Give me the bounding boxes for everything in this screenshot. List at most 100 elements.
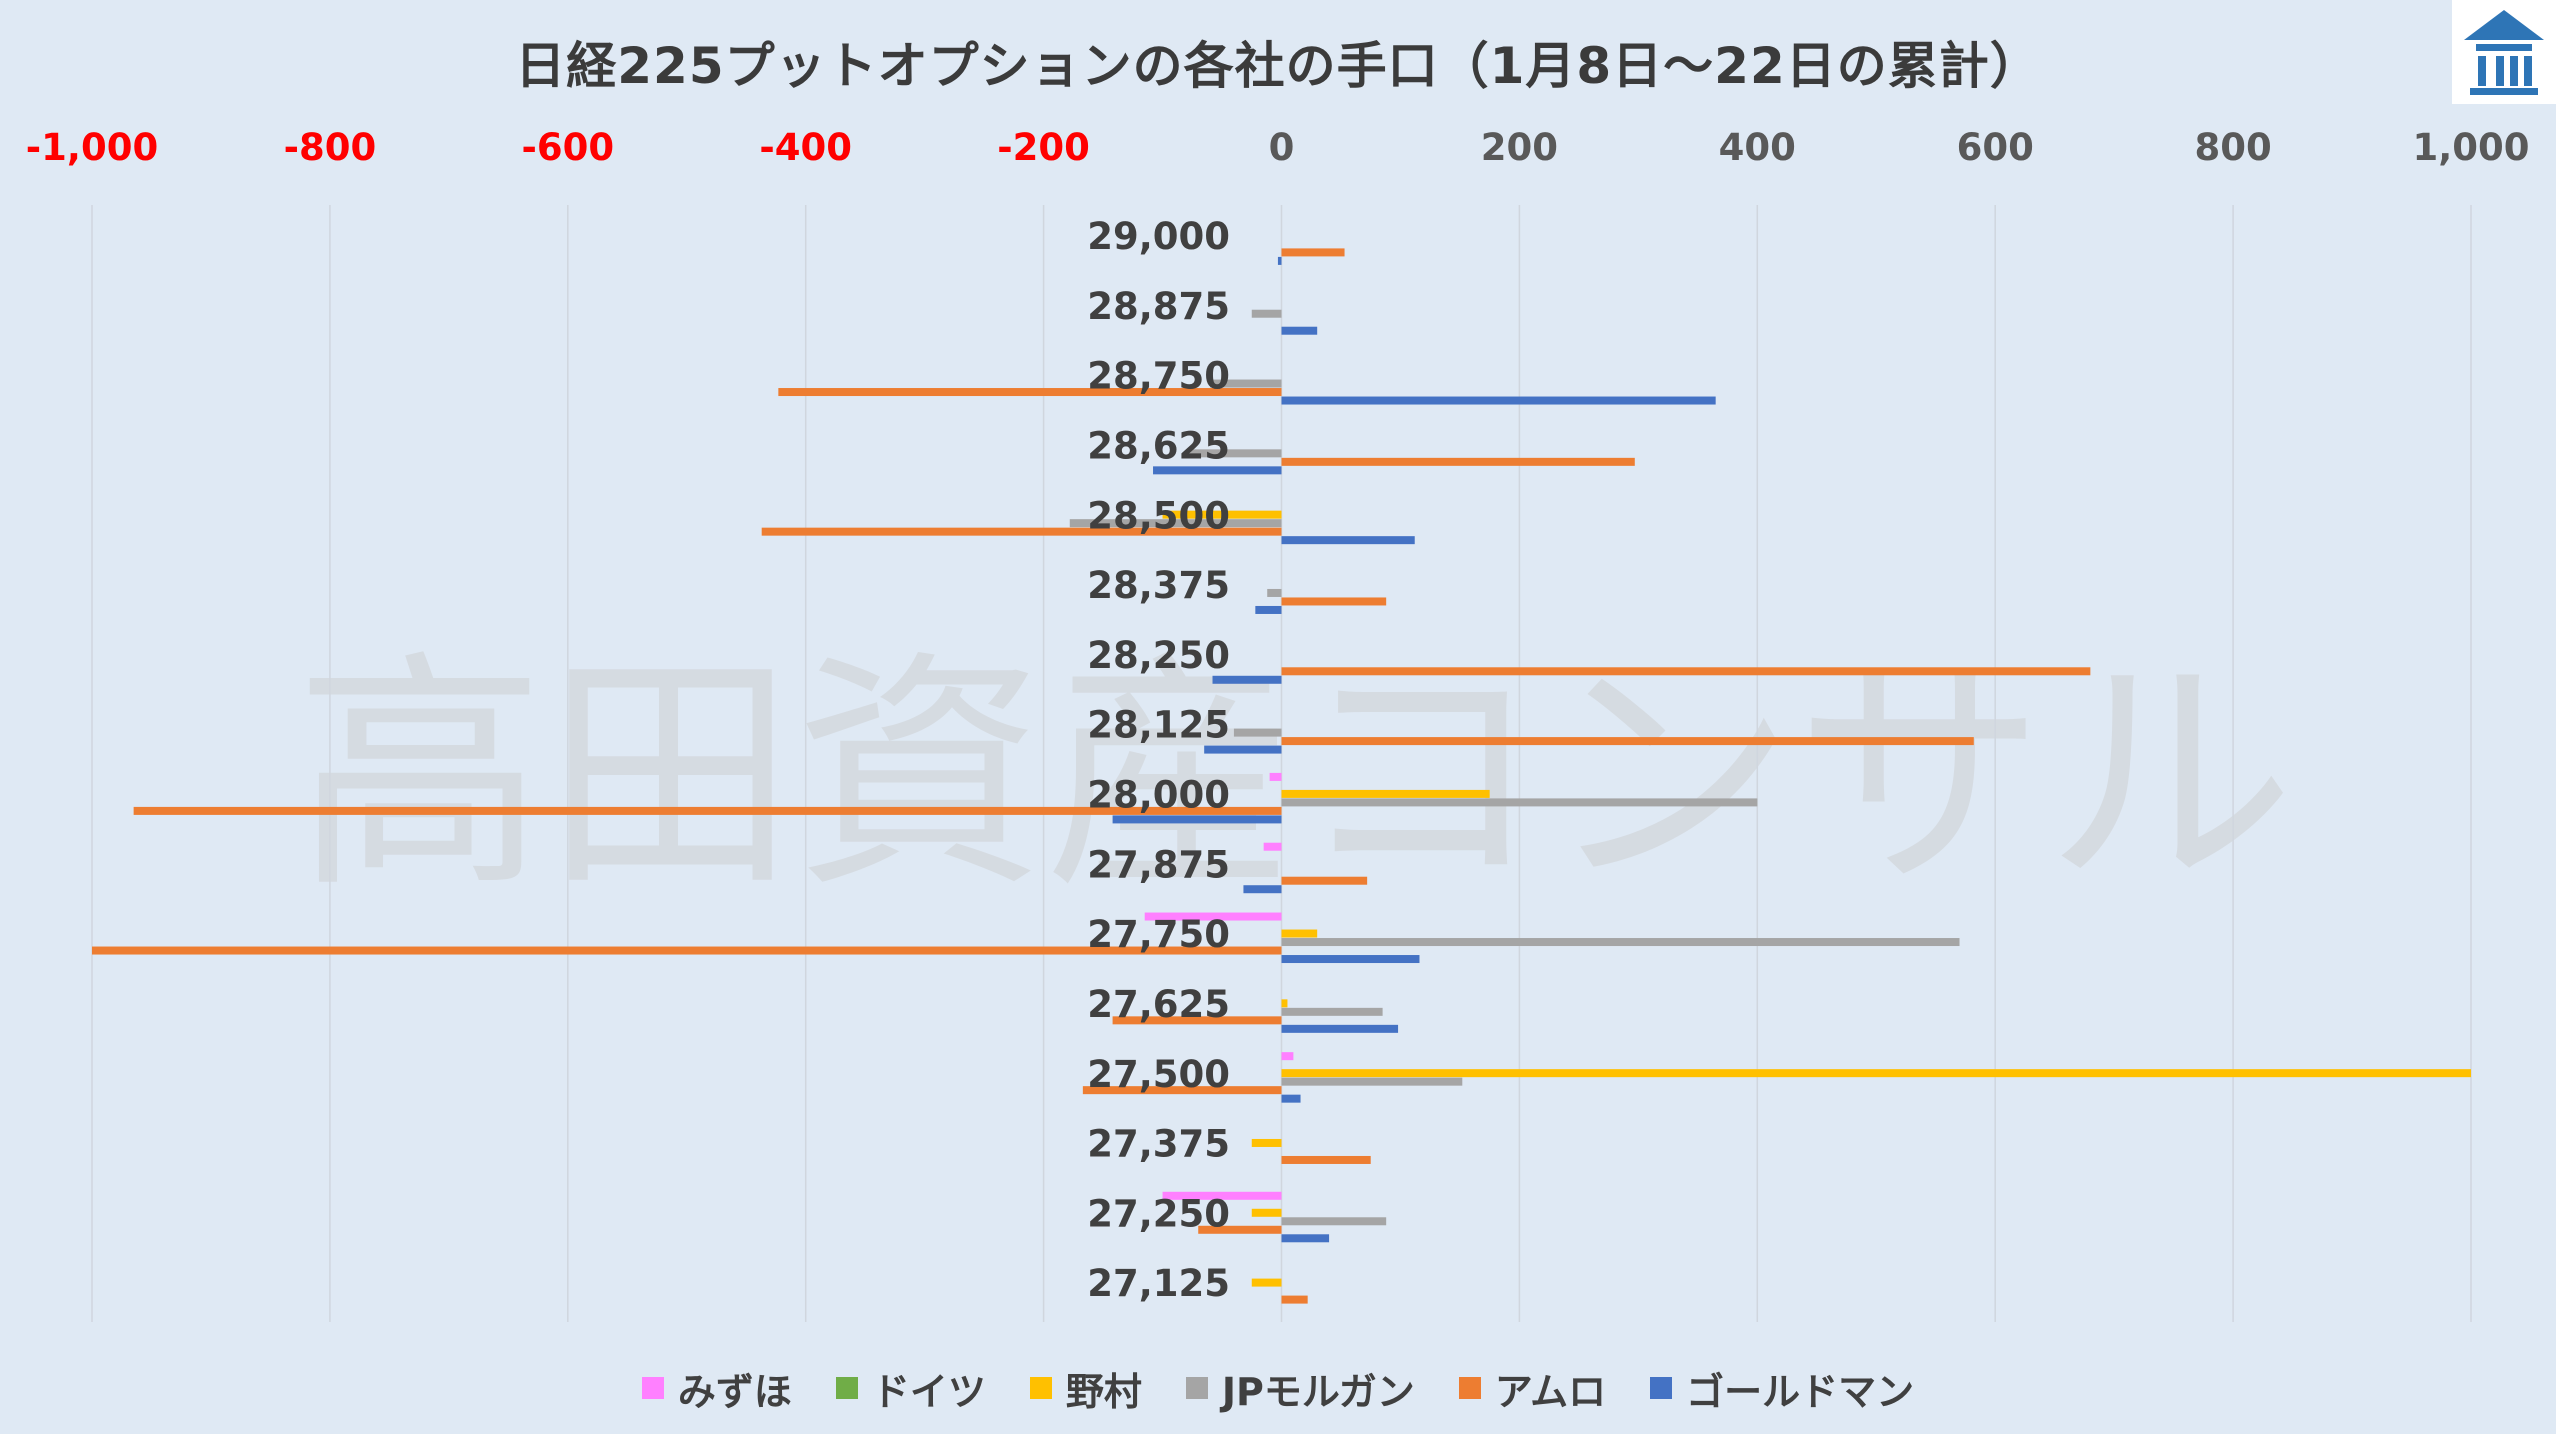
bar [1251,1278,1282,1287]
legend-swatch [1650,1377,1673,1399]
bar [1281,737,1974,746]
company-logo-icon [2452,0,2556,104]
bar [1281,457,1635,466]
y-category-label: 27,625 [1087,983,1230,1026]
bar [1281,396,1716,405]
legend-swatch [1185,1377,1208,1399]
bar [1281,1052,1294,1061]
y-category-label: 27,375 [1087,1123,1230,1166]
legend-label: ドイツ [871,1369,986,1414]
bar [1269,772,1282,781]
legend-label: ゴールドマン [1686,1369,1915,1414]
y-category-label: 28,500 [1087,494,1230,537]
bar [1251,309,1282,318]
bar [1204,745,1282,754]
legend-swatch [1029,1377,1052,1399]
bar [1069,519,1282,528]
bar [1144,912,1282,921]
bar [1281,1024,1399,1033]
legend-item: 野村 [1029,1361,1142,1416]
legend-swatch [835,1377,858,1399]
bar [1255,605,1282,614]
bar [92,946,1282,955]
legend-swatch [1458,1377,1481,1399]
bar [1210,379,1282,388]
bar [1198,1225,1282,1234]
bar [1233,728,1282,737]
legend-label: アムロ [1494,1369,1607,1414]
legend-item: みずほ [641,1361,792,1416]
bar [1281,667,2091,676]
x-tick-label: -600 [522,126,615,169]
bar [1281,1077,1463,1086]
bar [1267,588,1282,597]
bar [1281,938,1960,947]
bar [1153,466,1282,475]
bar [1281,929,1318,938]
y-category-label: 27,500 [1087,1053,1230,1096]
y-category-label: 28,875 [1087,285,1230,328]
y-category-label: 28,375 [1087,564,1230,607]
legend-item: ゴールドマン [1650,1361,1914,1416]
x-tick-label: -800 [284,126,377,169]
legend-swatch [641,1377,664,1399]
x-tick-label: -1,000 [26,126,158,169]
bar [1277,256,1282,265]
bar [1281,789,1490,798]
y-category-label: 28,125 [1087,704,1230,747]
bar [1212,675,1282,684]
bar [1162,510,1282,519]
y-category-label: 28,625 [1087,424,1230,467]
bar [1243,885,1282,894]
bar [1281,999,1288,1008]
bar [1112,815,1282,824]
y-category-label: 29,000 [1087,215,1230,258]
bar [1281,1217,1387,1226]
watermark: 高田資産コンサル [295,630,2295,921]
bar [1281,1069,2471,1078]
y-category-label: 27,125 [1087,1262,1230,1305]
legend-item: ドイツ [835,1361,986,1416]
bar [1112,1016,1282,1025]
bar [1281,248,1345,257]
bar [1251,1208,1282,1217]
bar [1281,876,1368,885]
x-tick-label: 1,000 [2412,126,2529,169]
bar [1281,1295,1308,1304]
legend-item: JPモルガン [1185,1361,1415,1416]
bar [1082,1086,1282,1095]
x-tick-label: -200 [997,126,1090,169]
y-category-label: 28,250 [1087,634,1230,677]
bar [1281,536,1415,545]
legend: みずほ ドイツ 野村 JPモルガン アムロ ゴールドマン [0,1358,2556,1418]
y-category-label: 27,250 [1087,1192,1230,1235]
bar [1281,1234,1330,1243]
bar [1281,1094,1301,1103]
legend-label: みずほ [677,1369,792,1414]
x-tick-label: 800 [2194,126,2271,169]
bar [1251,1138,1282,1147]
y-category-label: 27,875 [1087,843,1230,886]
bar [1281,1155,1371,1164]
bar [1281,326,1318,335]
y-category-label: 27,750 [1087,913,1230,956]
bar [761,527,1282,536]
legend-item: アムロ [1458,1361,1607,1416]
legend-label: JPモルガン [1221,1369,1415,1414]
bar [1281,1007,1383,1016]
y-category-label: 28,000 [1087,774,1230,817]
legend-label: 野村 [1065,1369,1142,1414]
x-tick-label: 400 [1719,126,1796,169]
x-tick-label: 0 [1269,126,1295,169]
bar [1281,597,1387,606]
bar [1281,798,1758,807]
x-tick-label: -400 [759,126,852,169]
bar [133,806,1282,815]
x-tick-label: 600 [1957,126,2034,169]
bar [1162,1191,1282,1200]
bar [1263,842,1282,851]
y-category-label: 28,750 [1087,355,1230,398]
chart-title: 日経225プットオプションの各社の手口（1月8日～22日の累計） [515,37,2041,95]
bar [1186,449,1282,458]
